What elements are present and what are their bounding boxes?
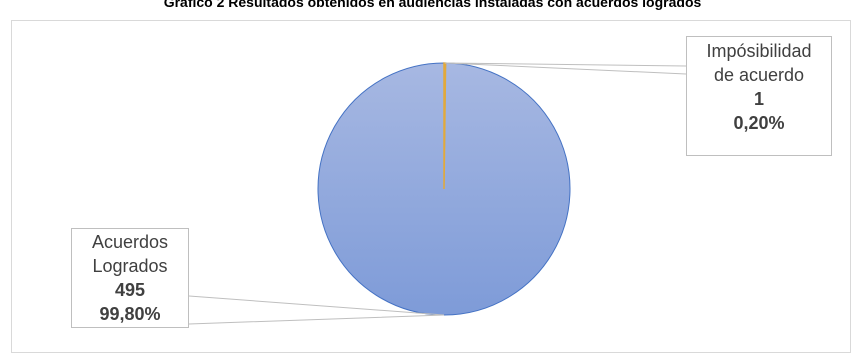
label-percent: 0,20% [733, 113, 785, 133]
leader-line-acuerdos [188, 295, 445, 325]
data-label-agreements: Acuerdos Logrados 495 99,80% [71, 228, 189, 328]
label-name-line-1: Impósibilidad [706, 41, 812, 61]
plot-area [11, 20, 851, 353]
data-label-impossibility: Impósibilidad de acuerdo 1 0,20% [686, 36, 832, 156]
label-name-line-2: de acuerdo [713, 65, 805, 85]
chart-title: Gráfico 2 Resultados obtenidos en audien… [163, 0, 702, 10]
label-percent: 99,80% [99, 304, 161, 324]
label-name-line-2: Logrados [92, 256, 168, 276]
label-name-line-1: Acuerdos [91, 232, 169, 252]
label-value: 495 [114, 280, 146, 300]
leader-line-imposibilidad [444, 62, 687, 75]
label-value: 1 [753, 89, 764, 109]
